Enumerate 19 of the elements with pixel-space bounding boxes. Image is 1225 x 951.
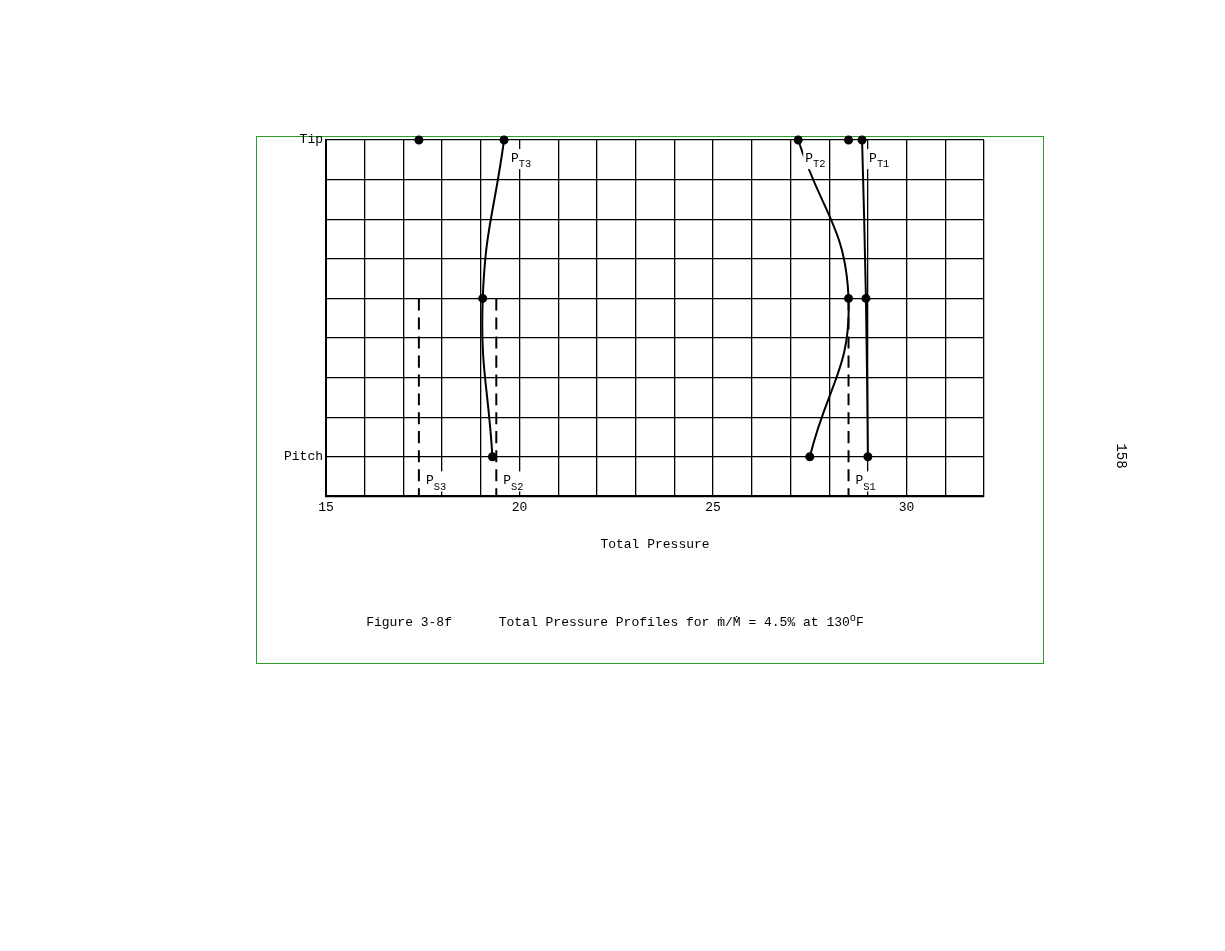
point <box>414 135 424 145</box>
point <box>793 135 803 145</box>
point <box>861 293 871 303</box>
x-tick-label: 25 <box>705 499 721 515</box>
point <box>863 452 873 462</box>
x-tick-label: 30 <box>898 499 915 515</box>
y-tick-label: Tip <box>299 132 323 148</box>
x-tick-label: 15 <box>318 499 334 515</box>
point <box>844 135 854 145</box>
x-tick-label: 20 <box>511 499 528 515</box>
point <box>805 452 815 462</box>
y-tick-label: Pitch <box>283 449 323 465</box>
text: 158 <box>1112 443 1129 469</box>
point <box>857 135 867 145</box>
point <box>499 135 509 145</box>
point <box>487 452 497 462</box>
x-axis-title: Total Pressure <box>600 537 710 553</box>
point <box>478 293 488 303</box>
point <box>844 293 854 303</box>
